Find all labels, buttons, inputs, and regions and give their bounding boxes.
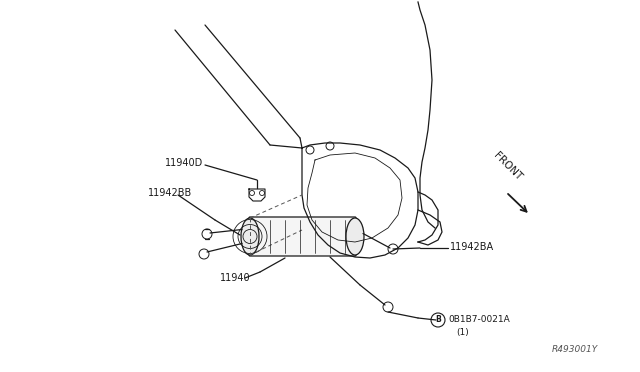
Text: 11942BA: 11942BA <box>450 242 494 252</box>
Circle shape <box>383 302 393 312</box>
Circle shape <box>388 244 398 254</box>
Ellipse shape <box>241 218 259 255</box>
Text: 11942BB: 11942BB <box>148 188 192 198</box>
Circle shape <box>431 313 445 327</box>
Text: 11940: 11940 <box>220 273 251 283</box>
Circle shape <box>202 229 212 239</box>
Text: R493001Y: R493001Y <box>552 346 598 355</box>
Circle shape <box>199 249 209 259</box>
Text: FRONT: FRONT <box>492 150 524 182</box>
Text: (1): (1) <box>456 328 468 337</box>
Text: 11940D: 11940D <box>165 158 204 168</box>
FancyBboxPatch shape <box>249 217 356 256</box>
Ellipse shape <box>346 218 364 255</box>
Text: 0B1B7-0021A: 0B1B7-0021A <box>448 315 509 324</box>
Text: B: B <box>435 315 441 324</box>
